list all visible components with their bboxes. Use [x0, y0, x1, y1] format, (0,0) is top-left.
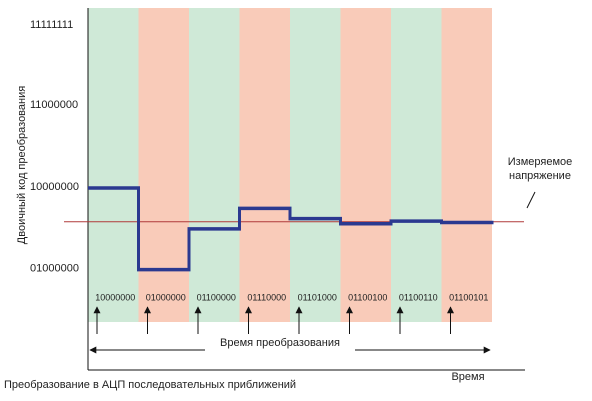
column-band [391, 8, 442, 322]
y-tick-label: 10000000 [30, 181, 79, 193]
y-axis-label: Двоичный код преобразования [16, 86, 28, 244]
column-band [441, 8, 492, 322]
code-label: 01000000 [146, 292, 186, 302]
column-band [138, 8, 189, 322]
span-label-bg [205, 343, 355, 357]
code-label: 10000000 [95, 292, 135, 302]
column-band [290, 8, 341, 322]
column-band [340, 8, 391, 322]
column-band [189, 8, 240, 322]
reference-label: Измеряемое [508, 156, 573, 168]
column-band [88, 8, 139, 322]
code-label: 01100101 [449, 292, 488, 302]
y-tick-label: 11000000 [30, 99, 78, 111]
code-label: 01100000 [197, 292, 236, 302]
code-label: 01100100 [348, 292, 387, 302]
reference-pointer [526, 191, 536, 209]
code-label: 01101000 [298, 292, 337, 302]
caption: Преобразование в АЦП последовательных пр… [4, 379, 296, 391]
code-label: 01100110 [399, 292, 438, 302]
span-label: Время преобразования [220, 337, 340, 349]
y-tick-label: 11111111 [30, 19, 73, 31]
x-axis-label: Время [451, 371, 484, 383]
y-tick-label: 01000000 [30, 263, 79, 275]
code-label: 01110000 [247, 292, 286, 302]
reference-label: напряжение [509, 170, 571, 182]
column-band [239, 8, 290, 322]
